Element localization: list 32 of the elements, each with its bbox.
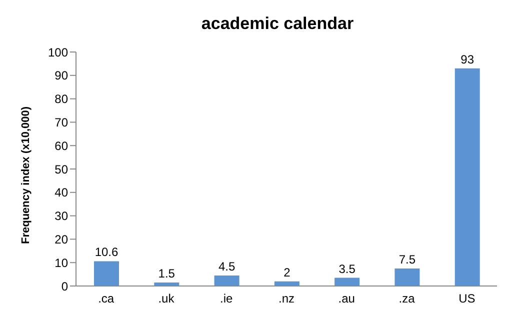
bar	[454, 68, 480, 286]
bar	[394, 268, 420, 286]
data-label: 10.6	[94, 245, 118, 260]
x-tick-label: .za	[398, 292, 416, 306]
data-label: 1.5	[158, 266, 176, 280]
y-tick-label: 70	[54, 115, 68, 130]
y-tick-label: 50	[54, 162, 68, 176]
chart-title: academic calendar	[200, 13, 355, 35]
y-tick-label: 30	[54, 209, 68, 224]
y-axis-title: Frequency index (x10,000)	[20, 106, 32, 244]
x-tick-label: .uk	[158, 292, 176, 306]
y-tick-label: 20	[54, 232, 68, 246]
data-label: 93	[460, 52, 474, 66]
y-tick-label: 100	[48, 45, 68, 60]
x-tick-label: US	[458, 292, 476, 306]
y-tick-label: 40	[54, 186, 68, 200]
x-tick-label: .ca	[98, 292, 114, 306]
bar	[94, 261, 119, 286]
y-tick-label: 80	[54, 92, 68, 106]
data-label: 2	[284, 265, 291, 280]
y-tick-label: 60	[54, 138, 68, 153]
bar	[334, 278, 360, 286]
data-label: 3.5	[338, 262, 356, 276]
x-tick-label: .au	[338, 292, 355, 306]
x-tick-label: .nz	[278, 292, 295, 306]
bar	[214, 275, 240, 286]
data-label: 4.5	[218, 259, 236, 274]
y-tick-label: 0	[61, 279, 68, 294]
data-label: 7.5	[398, 252, 416, 266]
y-tick-label: 10	[54, 256, 68, 270]
x-tick-label: .ie	[220, 292, 234, 306]
y-tick-label: 90	[54, 68, 68, 83]
